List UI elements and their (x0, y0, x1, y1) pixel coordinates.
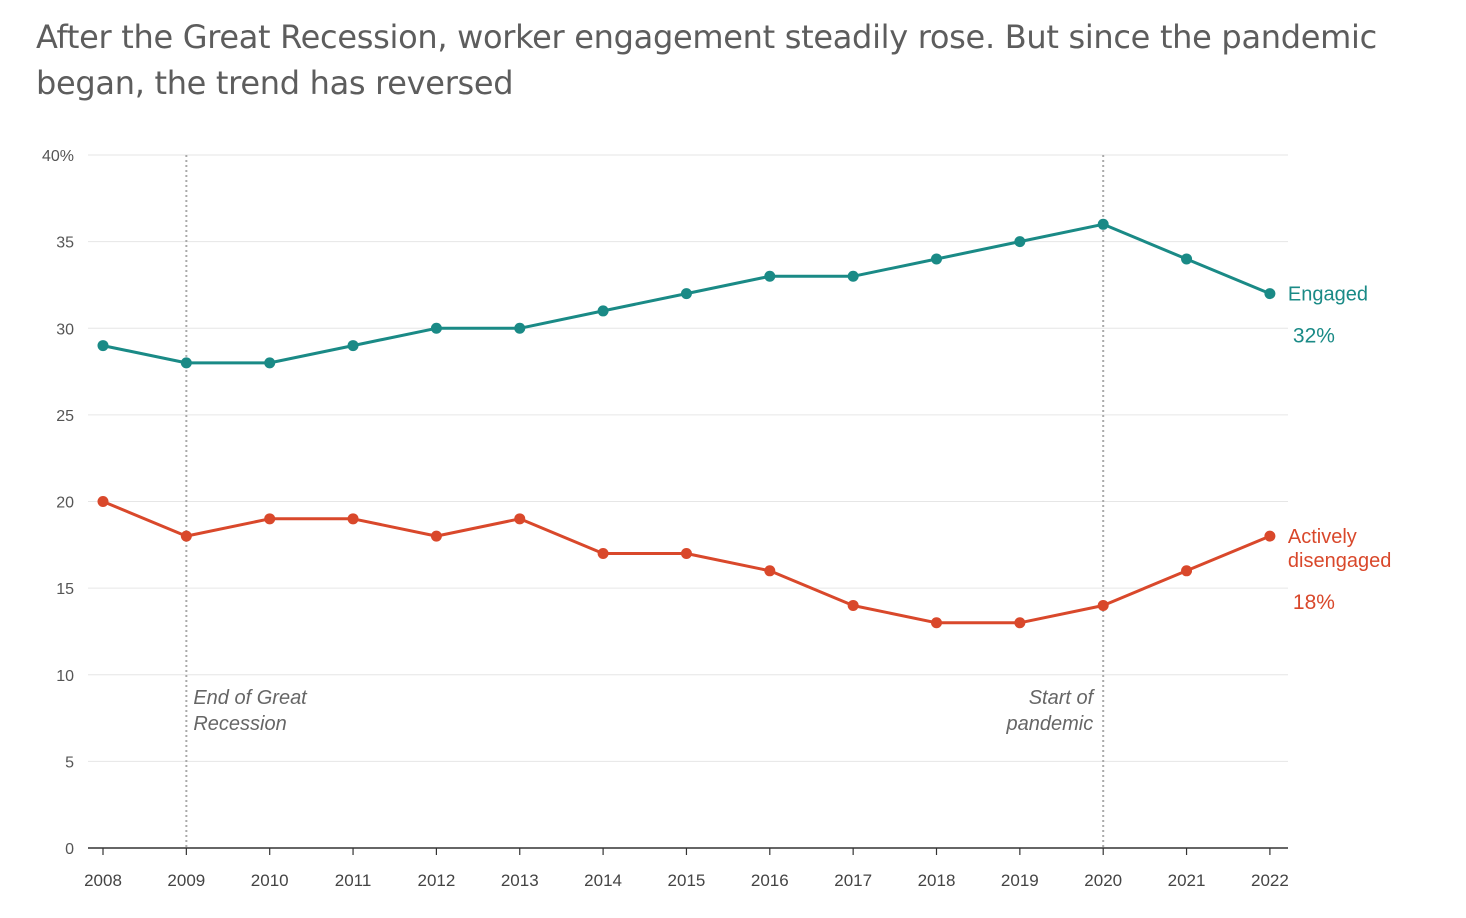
series-line (102, 500, 1271, 625)
data-point (97, 496, 109, 507)
x-tick-label: 2013 (501, 871, 539, 890)
y-tick-label: 10 (56, 668, 74, 685)
y-tick-label: 30 (56, 321, 74, 338)
series-label: Actively (1288, 526, 1357, 548)
data-point (430, 322, 442, 334)
data-point (264, 513, 276, 525)
data-point (347, 513, 359, 525)
data-point (1181, 565, 1193, 577)
data-point (514, 513, 526, 525)
data-point (1014, 236, 1026, 248)
x-tick-label: 2011 (335, 871, 372, 890)
data-point (1264, 288, 1276, 300)
y-tick-label: 5 (65, 754, 74, 771)
y-tick-label: 15 (56, 581, 74, 598)
data-point (847, 270, 859, 282)
data-point (847, 599, 859, 611)
y-tick-label: 35 (56, 235, 74, 252)
data-point (1181, 253, 1193, 265)
x-tick-label: 2019 (1001, 871, 1039, 890)
y-tick-label: 20 (56, 495, 74, 512)
data-point (97, 340, 109, 352)
y-tick-label: 0 (65, 841, 74, 858)
chart-title: After the Great Recession, worker engage… (36, 18, 1377, 102)
annotation-text: Recession (193, 713, 286, 735)
x-tick-label: 2017 (834, 871, 872, 890)
x-tick-label: 2010 (251, 871, 289, 890)
data-point (1014, 617, 1026, 629)
annotation-text: pandemic (1005, 713, 1093, 735)
x-tick-label: 2014 (584, 871, 622, 890)
reference-lines (185, 155, 1105, 848)
data-point (1097, 218, 1109, 230)
data-point (597, 547, 609, 559)
data-point (180, 530, 192, 542)
data-point (347, 340, 359, 352)
series-label: disengaged (1288, 550, 1391, 572)
x-tick-label: 2012 (417, 871, 455, 890)
series-lines (97, 218, 1276, 629)
y-tick-label: 40% (42, 148, 74, 165)
data-point (264, 357, 276, 369)
axes: 0 5 10 15 20 25 30 35 40% 2008 2009 2010 2011 2012 201… (42, 148, 1289, 890)
series-end-value: 18% (1293, 591, 1335, 614)
labels: End of Great Recession Start of pandemic Eng… (193, 284, 1391, 735)
x-tick-label: 2018 (918, 871, 956, 890)
x-tick-label: 2021 (1168, 871, 1206, 890)
x-tick-label: 2022 (1251, 871, 1289, 890)
data-point (764, 270, 776, 282)
x-tick-label: 2020 (1084, 871, 1122, 890)
x-tick-label: 2008 (84, 871, 122, 890)
data-point (180, 357, 192, 369)
series-end-value: 32% (1293, 325, 1335, 348)
data-point (1097, 599, 1109, 611)
data-point (1264, 530, 1276, 542)
data-point (680, 288, 692, 300)
data-point (931, 617, 942, 629)
data-point (931, 253, 942, 265)
x-tick-label: 2016 (751, 871, 789, 890)
data-point (514, 322, 526, 334)
grid-lines (88, 154, 1288, 762)
annotation-text: Start of (1029, 687, 1096, 709)
series-label: Engaged (1288, 284, 1368, 306)
y-tick-label: 25 (56, 408, 74, 425)
data-point (680, 547, 692, 559)
x-tick-label: 2015 (668, 871, 706, 890)
data-point (430, 530, 442, 542)
data-point (764, 565, 776, 577)
annotation-text: End of Great (193, 687, 308, 709)
x-tick-label: 2009 (167, 871, 205, 890)
data-point (597, 305, 609, 317)
